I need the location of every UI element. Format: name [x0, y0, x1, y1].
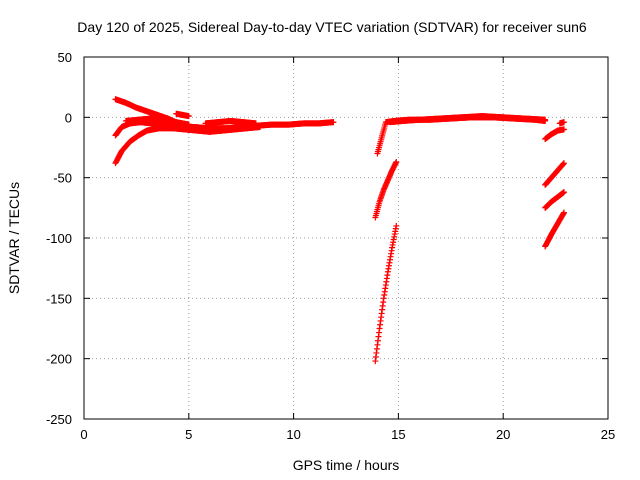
y-tick-label: -150	[46, 291, 72, 306]
y-axis-tick-labels: 50 0 -50 -100 -150 -200 -250	[46, 50, 72, 427]
y-tick-label: -200	[46, 352, 72, 367]
data-point	[542, 116, 549, 123]
x-tick-label: 0	[80, 427, 87, 442]
series-11	[542, 126, 567, 143]
grid	[84, 57, 608, 419]
y-axis-label: SDTVAR / TECUs	[6, 182, 22, 294]
plot-frame	[83, 56, 609, 420]
y-tick-label: 0	[65, 110, 72, 125]
series-13	[542, 189, 567, 211]
x-tick-label: 15	[391, 427, 405, 442]
x-tick-label: 20	[496, 427, 510, 442]
x-tick-label: 10	[286, 427, 300, 442]
data-point	[560, 209, 567, 216]
data-point	[330, 119, 337, 126]
y-tick-label: -250	[46, 412, 72, 427]
data-point	[185, 121, 192, 128]
data-point	[393, 158, 400, 165]
y-tick-label: -100	[46, 231, 72, 246]
data-point	[257, 123, 264, 130]
x-axis-tick-labels: 0 5 10 15 20 25	[80, 427, 615, 442]
data-point	[393, 222, 400, 229]
y-tick-label: 50	[58, 50, 72, 65]
y-tick-label: -50	[53, 171, 72, 186]
data-point	[560, 189, 567, 196]
x-tick-label: 25	[601, 427, 615, 442]
data-point	[560, 119, 567, 126]
data-point	[560, 160, 567, 167]
chart-title: Day 120 of 2025, Sidereal Day-to-day VTE…	[77, 19, 587, 35]
series-15	[556, 119, 567, 127]
data-point	[560, 126, 567, 133]
x-axis-label: GPS time / hours	[293, 457, 400, 473]
series-12	[542, 160, 567, 188]
series-4	[122, 115, 192, 128]
axis-ticks	[83, 56, 609, 420]
series-3	[112, 123, 264, 167]
series-8	[387, 113, 549, 126]
data-points	[112, 96, 567, 365]
data-point	[185, 113, 192, 120]
series-6	[202, 117, 259, 127]
data-point	[252, 120, 259, 127]
series-10	[372, 222, 400, 365]
series-14	[542, 209, 567, 250]
series-5	[173, 110, 192, 120]
x-tick-label: 5	[185, 427, 192, 442]
series-9	[372, 158, 400, 221]
